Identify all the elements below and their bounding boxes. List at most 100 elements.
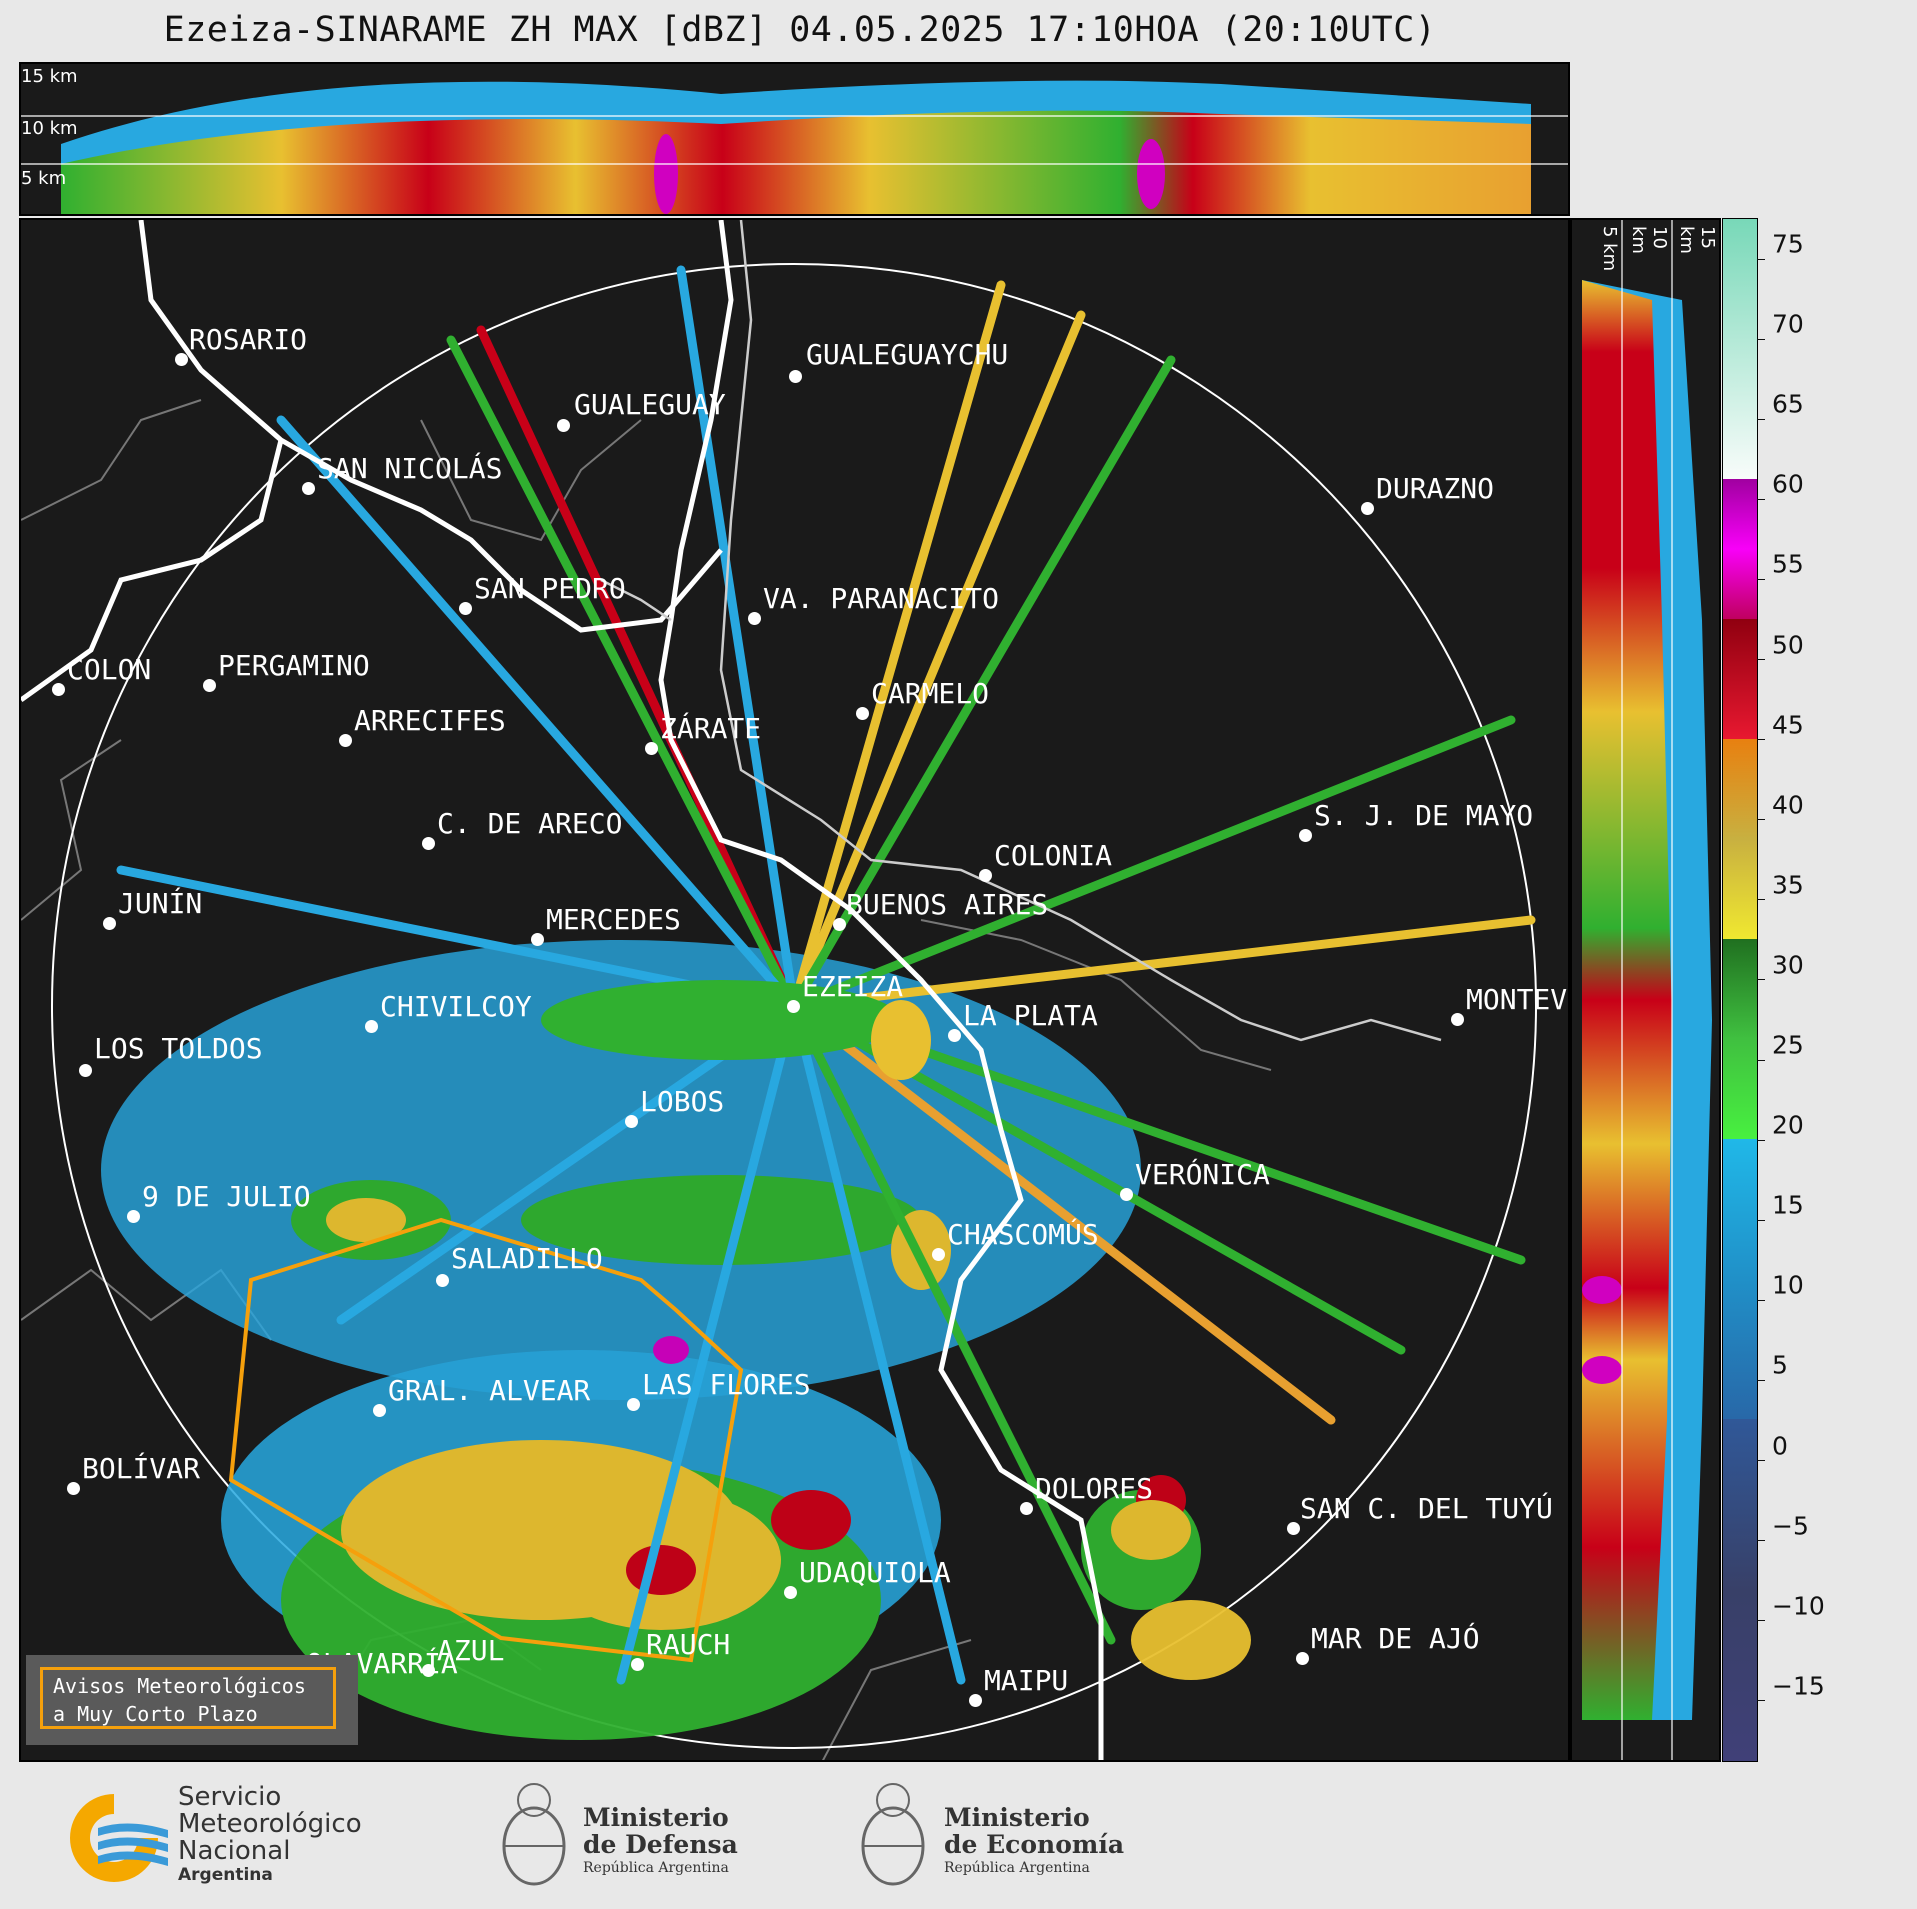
city-label-veronica: VERÓNICA [1135,1158,1270,1191]
city-dot-buenos-aires [833,918,846,931]
colorbar-band-50-60 [1723,479,1757,619]
smn-line4: Argentina [178,1865,273,1885]
city-dot-rauch [631,1658,644,1671]
colorbar-tick-label: 40 [1757,790,1804,834]
colorbar-band-60-75 [1723,219,1757,479]
footer: Servicio Meteorológico Nacional Argentin… [0,1762,1917,1909]
city-dot-junin [103,917,116,930]
city-label-colon: COLON [67,653,152,686]
city-dot-durazno [1361,502,1374,515]
city-dot-san-pedro [459,602,472,615]
city-label-s-j-de-mayo: S. J. DE MAYO [1314,799,1534,832]
city-dot-gualeguaychu [789,370,802,383]
colorbar-tick-label: 35 [1757,870,1804,914]
city-label-mar-de-ajo: MAR DE AJÓ [1311,1622,1480,1655]
city-label-azul: AZUL [437,1634,505,1667]
colorbar-tick-label: 55 [1757,550,1804,593]
city-label-san-nicolas: SAN NICOLÁS [317,452,503,485]
city-dot-gral-alvear [373,1404,386,1417]
altitude-label-15km-vertical: 15 km [1676,226,1718,254]
right-cross-section-panel: 5 km 10 km 15 km [1570,218,1721,1762]
economia-line3: República Argentina [944,1860,1090,1876]
colorbar-tick-label: −5 [1757,1511,1809,1555]
city-dot-chivilcoy [365,1020,378,1033]
colorbar-tick-label: 65 [1757,390,1804,433]
city-label-saladillo: SALADILLO [451,1242,603,1275]
altitude-label-10km-vertical: 10 km [1628,226,1670,254]
altitude-label-15km: 15 km [21,66,78,87]
city-label-udaquiola: UDAQUIOLA [799,1556,951,1589]
colorbar-tick-label: 50 [1757,630,1804,674]
city-dot-las-flores [627,1398,640,1411]
argentina-coat-of-arms-icon [502,1783,566,1886]
city-label-colonia: COLONIA [994,839,1113,872]
top-cross-section-image [21,80,1568,214]
city-label-gualeguay: GUALEGUAY [574,388,726,421]
city-dot-9-de-julio [127,1210,140,1223]
city-dot-pergamino [203,679,216,692]
economia-line2: de Economía [944,1830,1125,1859]
city-label-arrecifes: ARRECIFES [354,704,506,737]
economia-logo-text: Ministerio de Economía República Argenti… [944,1804,1124,1878]
defensa-line3: República Argentina [583,1860,729,1876]
right-cross-section-image [1582,220,1712,1760]
city-dot-veronica [1120,1188,1133,1201]
defensa-line2: de Defensa [583,1830,738,1859]
city-dot-saladillo [436,1274,449,1287]
city-label-carmelo: CARMELO [871,677,990,710]
colorbar-tick-label: 70 [1757,310,1804,353]
colorbar-tick-label: −10 [1757,1591,1825,1635]
city-label-la-plata: LA PLATA [963,999,1098,1032]
city-dot-s-j-de-mayo [1299,829,1312,842]
warning-legend: Avisos Meteorológicos a Muy Corto Plazo [26,1655,358,1745]
city-dot-carmelo [856,707,869,720]
warning-legend-line1: Avisos Meteorológicos [53,1674,306,1698]
city-label-ezeiza: EZEIZA [802,970,904,1003]
city-dot-va-paranacito [748,612,761,625]
city-label-bolivar: BOLÍVAR [82,1452,201,1485]
colorbar-band-30-40 [1723,739,1757,939]
city-label-san-c-del-tuyu: SAN C. DEL TUYÚ [1300,1492,1553,1525]
colorbar-tick-label: 20 [1757,1111,1804,1154]
city-dot-san-nicolas [302,482,315,495]
colorbar-tick-label: 60 [1757,470,1804,513]
city-dot-chascomus [932,1248,945,1261]
city-label-las-flores: LAS FLORES [642,1368,811,1401]
smn-line1: Servicio [178,1782,282,1812]
defensa-logo-text: Ministerio de Defensa República Argentin… [583,1804,738,1878]
smn-logo-icon [70,1794,168,1882]
city-label-san-pedro: SAN PEDRO [474,572,626,605]
city-label-montevideo: MONTEV [1466,983,1568,1016]
city-dot-arrecifes [339,734,352,747]
city-label-chivilcoy: CHIVILCOY [380,990,532,1023]
city-label-chascomus: CHASCOMÚS [947,1218,1099,1251]
dbz-colorbar [1722,218,1758,1762]
city-dot-montevideo [1451,1013,1464,1026]
city-dot-rosario [175,353,188,366]
city-label-lobos: LOBOS [640,1085,725,1118]
smn-logo-text: Servicio Meteorológico Nacional Argentin… [178,1782,362,1886]
city-dot-c-de-areco [422,837,435,850]
altitude-label-10km: 10 km [21,118,78,139]
colorbar-tick-label: 30 [1757,950,1804,994]
city-label-va-paranacito: VA. PARANACITO [763,582,1000,615]
city-dot-azul [422,1664,435,1677]
city-dot-gualeguay [557,419,570,432]
colorbar-band-10-20 [1723,1139,1757,1419]
colorbar-tick-label: 10 [1757,1271,1804,1314]
colorbar-tick-label: 0 [1757,1431,1788,1475]
city-dot-mercedes [531,933,544,946]
city-label-junin: JUNÍN [118,887,203,920]
city-dot-maipu [969,1694,982,1707]
city-dot-udaquiola [784,1586,797,1599]
warning-legend-border: Avisos Meteorológicos a Muy Corto Plazo [40,1667,336,1729]
city-label-c-de-areco: C. DE ARECO [437,807,623,840]
city-dot-dolores [1020,1502,1033,1515]
defensa-line1: Ministerio [583,1803,729,1832]
city-label-los-toldos: LOS TOLDOS [94,1032,263,1065]
city-dot-zarate [645,742,658,755]
altitude-label-5km-vertical: 5 km [1599,226,1620,272]
colorbar-tick-label: −15 [1757,1671,1825,1715]
city-label-gualeguaychu: GUALEGUAYCHU [806,338,1009,371]
city-label-rosario: ROSARIO [189,323,308,356]
